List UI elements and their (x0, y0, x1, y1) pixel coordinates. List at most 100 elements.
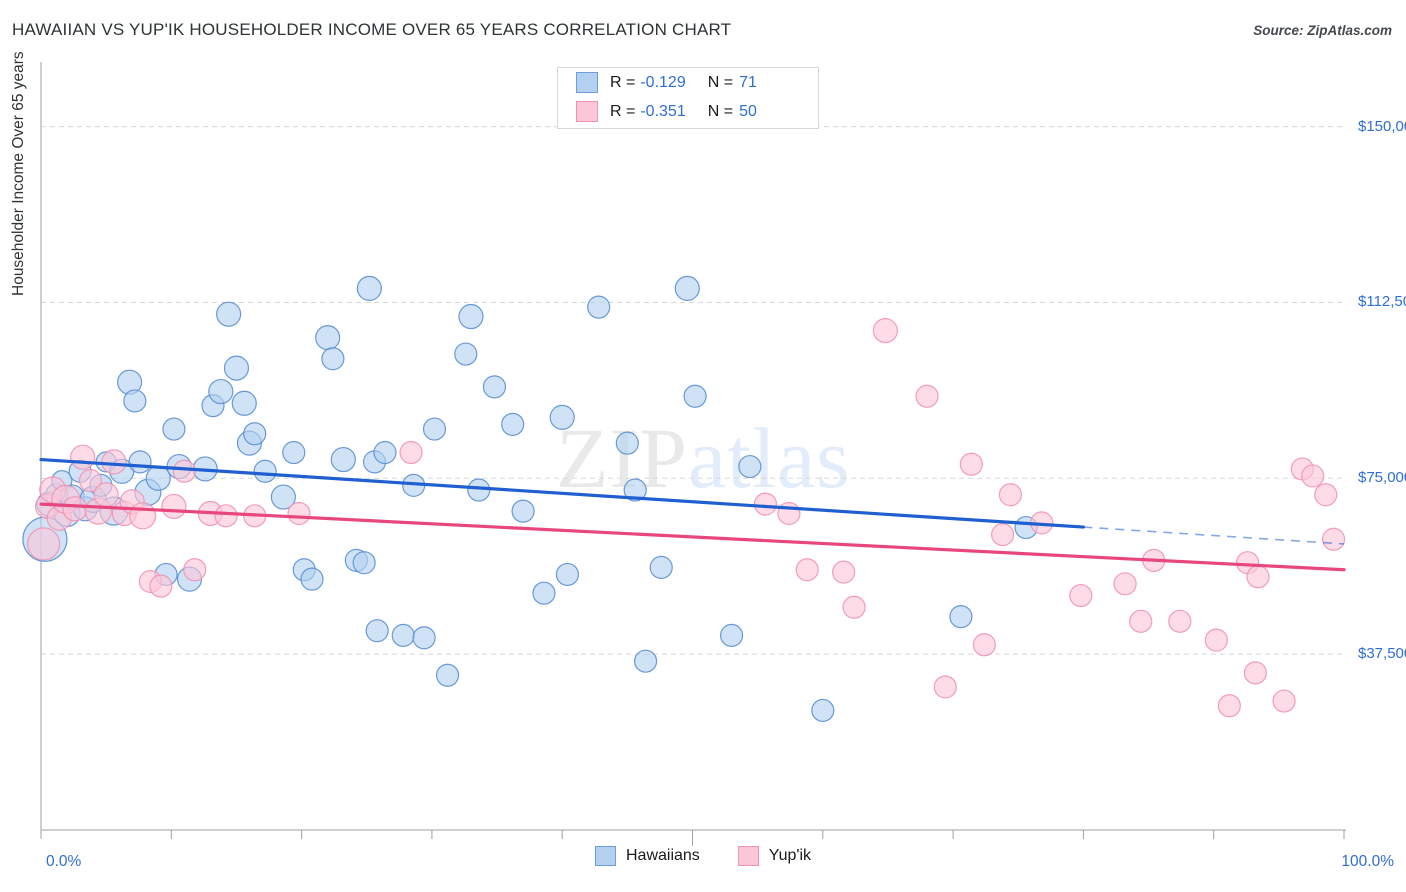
data-point (1272, 689, 1296, 713)
data-point (511, 499, 535, 523)
data-point (123, 389, 147, 413)
y-tick-label-75000: $75,000 (1358, 469, 1406, 487)
data-point (1321, 527, 1346, 551)
data-point (330, 446, 356, 473)
data-point (214, 504, 238, 528)
data-point (1113, 572, 1137, 596)
stat-n-label-yupik: N = (707, 102, 734, 120)
data-point (365, 619, 389, 643)
data-point (532, 581, 556, 605)
data-point (811, 698, 835, 723)
data-point (998, 483, 1023, 507)
data-point (161, 493, 187, 520)
stat-n-value-hawaiians: 71 (739, 73, 757, 91)
trendline-dashed-hawaiians (1083, 526, 1345, 545)
data-point (145, 465, 171, 491)
data-point (1246, 565, 1270, 589)
y-tick-label-37500: $37,500 (1358, 645, 1406, 663)
data-point (356, 275, 382, 301)
data-point (959, 452, 983, 476)
data-point (149, 574, 173, 598)
series-points-yupik (27, 318, 1346, 718)
data-point (243, 422, 267, 446)
data-point (1069, 583, 1093, 608)
stat-row-hawaiians: R = -0.129 N = 71 (558, 68, 818, 97)
data-point (223, 355, 250, 381)
data-point (1217, 694, 1241, 718)
correlation-stats-box: R = -0.129 N = 71 R = -0.351 N = 50 (557, 67, 819, 129)
data-point (753, 492, 778, 516)
data-point (70, 444, 96, 470)
data-point (128, 450, 152, 474)
data-point (282, 440, 306, 465)
stat-n-value-yupik: 50 (739, 102, 757, 120)
data-point (454, 342, 478, 366)
data-point (972, 633, 996, 657)
data-point (623, 478, 647, 502)
data-point (933, 675, 957, 699)
data-point (1204, 628, 1228, 652)
data-point (162, 417, 186, 441)
legend-label-hawaiians: Hawaiians (625, 847, 700, 864)
data-point (391, 623, 415, 648)
data-point (62, 496, 88, 522)
data-point (183, 558, 207, 582)
legend-swatch-hawaiians (594, 846, 616, 866)
trendline-yupik (39, 502, 1346, 572)
data-point (27, 527, 61, 561)
data-point (1168, 609, 1192, 633)
legend-swatch-yupik (737, 846, 759, 866)
data-point (78, 469, 103, 493)
data-point (352, 551, 376, 575)
source-attribution: Source: ZipAtlas.com (1253, 23, 1392, 38)
data-point (315, 325, 341, 351)
data-point (991, 522, 1015, 547)
data-point (412, 626, 436, 650)
x-tick-label-max: 100.0% (1341, 853, 1394, 870)
data-point (1314, 483, 1338, 507)
data-point (633, 649, 658, 673)
series-points-hawaiians (22, 275, 1038, 723)
x-tick-label-min: 0.0% (46, 853, 82, 870)
stat-r-value-hawaiians: -0.129 (640, 73, 686, 91)
data-point (795, 558, 819, 582)
data-point (101, 449, 127, 475)
data-point (231, 390, 257, 416)
stat-n-label-hawaiians: N = (707, 73, 734, 91)
data-point (208, 378, 234, 405)
stat-r-label-hawaiians: R = (610, 73, 636, 91)
data-point (422, 417, 447, 441)
data-point (1129, 609, 1153, 633)
data-point (216, 301, 242, 327)
data-point (172, 459, 196, 483)
stat-r-label-yupik: R = (610, 102, 636, 120)
data-point (842, 595, 866, 619)
data-point (399, 440, 423, 465)
data-point (1243, 661, 1268, 685)
data-point (549, 404, 575, 430)
y-tick-label-150000: $150,000 (1358, 117, 1406, 135)
data-point (1301, 464, 1325, 488)
data-point (555, 562, 580, 587)
data-point (649, 555, 673, 580)
legend-label-yupik: Yup'ik (768, 847, 811, 864)
data-point (949, 605, 973, 629)
stat-swatch-hawaiians (576, 72, 598, 93)
data-point (777, 501, 801, 526)
data-point (674, 275, 700, 301)
data-point (738, 454, 762, 479)
data-point (129, 502, 157, 530)
legend-item-hawaiians[interactable]: Hawaiians (594, 846, 700, 866)
data-point (93, 482, 119, 508)
data-point (832, 560, 856, 584)
data-point (683, 384, 707, 408)
stat-row-yupik: R = -0.351 N = 50 (558, 97, 818, 126)
data-point (253, 459, 277, 483)
data-point (321, 347, 345, 371)
legend-item-yupik[interactable]: Yup'ik (737, 846, 811, 866)
data-point (615, 431, 639, 455)
data-point (270, 484, 296, 510)
page-title: HAWAIIAN VS YUP'IK HOUSEHOLDER INCOME OV… (12, 20, 732, 39)
